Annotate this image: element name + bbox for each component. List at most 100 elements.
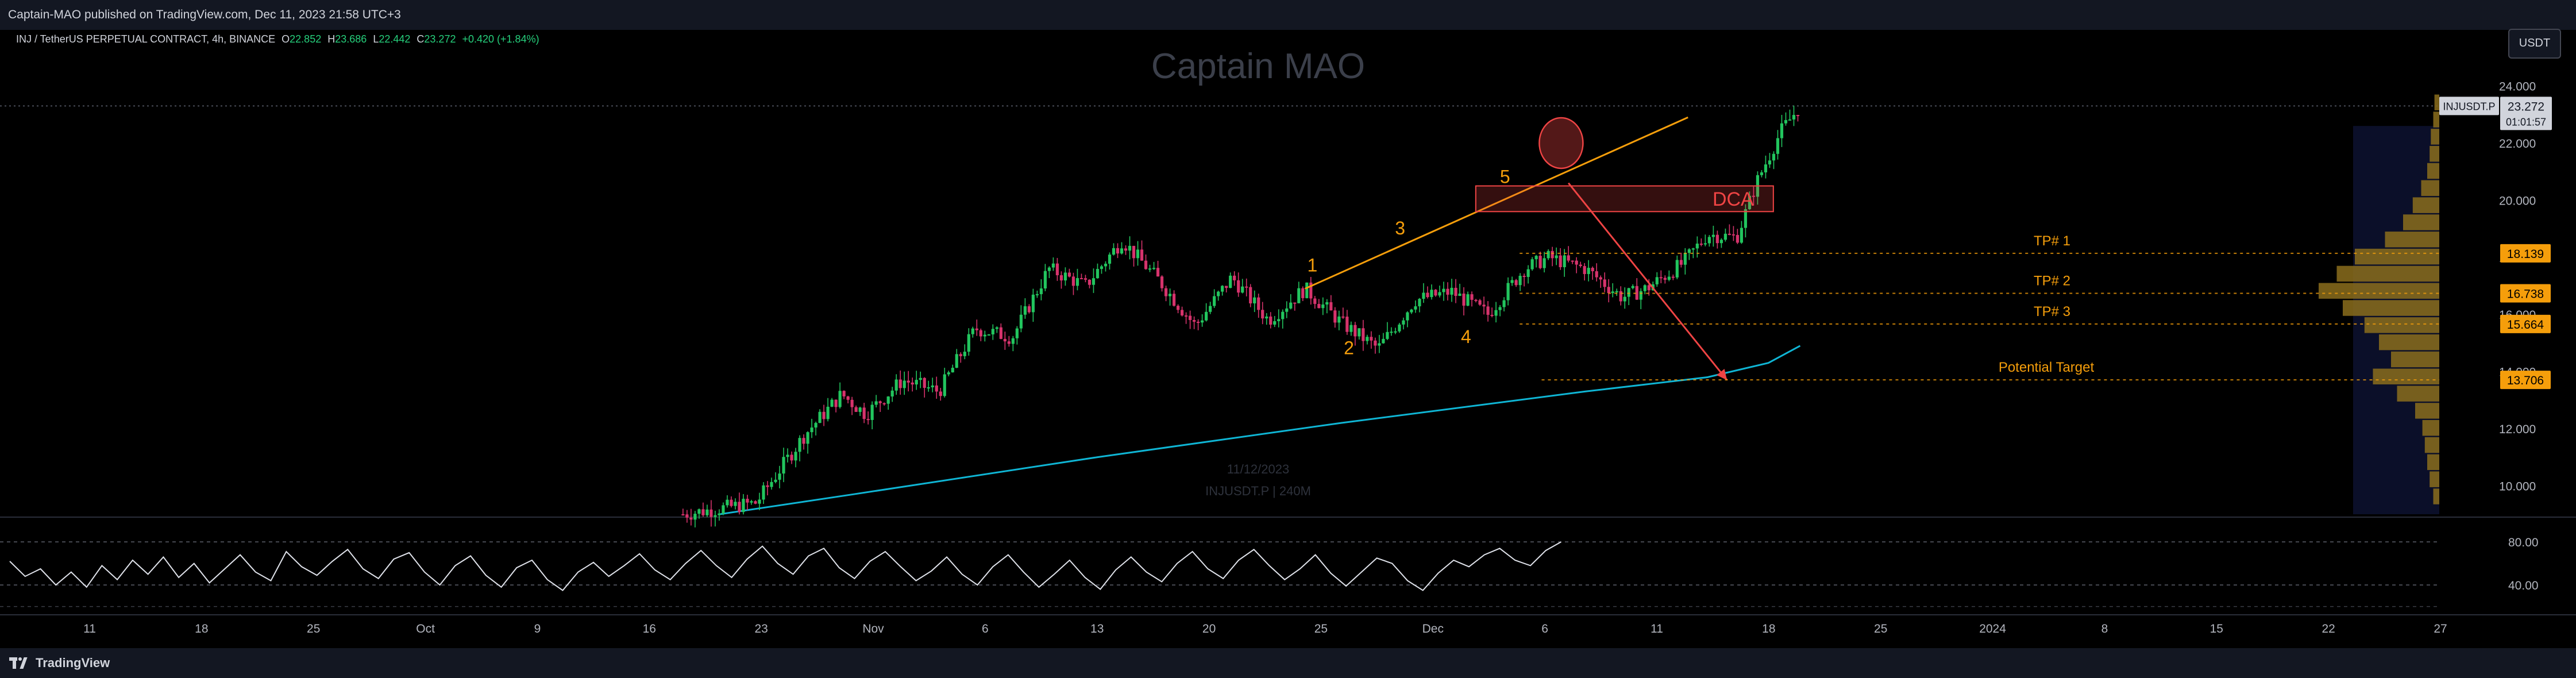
candle-body <box>1333 310 1337 323</box>
candle-body <box>1518 275 1522 286</box>
candle-body <box>1703 243 1707 245</box>
candle-body <box>1784 120 1788 124</box>
volume-profile-bar <box>2430 145 2439 162</box>
candle-body <box>1353 325 1357 337</box>
candle-body <box>750 501 753 503</box>
low-label: L <box>373 33 379 45</box>
candle-body <box>1059 275 1063 281</box>
volume-profile-bar <box>2336 265 2439 282</box>
candle-body <box>1269 316 1272 325</box>
candle-body <box>1643 285 1646 291</box>
candle-body <box>1587 268 1590 274</box>
candle-body <box>1615 291 1618 292</box>
rsi-tick-label: 40.00 <box>2508 579 2539 592</box>
candle-body <box>1100 266 1104 269</box>
symbol-legend: INJ / TetherUS PERPETUAL CONTRACT, 4h, B… <box>16 33 539 45</box>
candle-body <box>1325 302 1329 305</box>
candle-body <box>1631 286 1634 288</box>
candle-body <box>1249 287 1252 303</box>
candle-body <box>1426 292 1429 298</box>
tradingview-logo[interactable]: TradingView <box>9 654 110 672</box>
moving-average-line <box>719 345 1801 515</box>
candle-body <box>1362 328 1365 341</box>
chart-area[interactable] <box>0 30 2576 648</box>
volume-profile-bar <box>2397 386 2439 402</box>
candle-body <box>1152 268 1156 269</box>
candle-body <box>1542 258 1546 268</box>
candle-body <box>1514 280 1518 286</box>
wave-label: 5 <box>1500 167 1510 187</box>
candle-body <box>1374 340 1377 346</box>
candle-body <box>1265 316 1268 319</box>
candle-body <box>894 379 898 391</box>
candle-body <box>955 354 958 368</box>
candle-body <box>1711 234 1715 237</box>
time-tick-label: 6 <box>982 622 989 635</box>
candle-body <box>1051 263 1055 268</box>
wave-label: 3 <box>1395 218 1405 238</box>
candle-body <box>1422 292 1425 299</box>
candle-body <box>1402 320 1405 325</box>
candle-body <box>1603 279 1606 287</box>
volume-profile-bar <box>2391 351 2439 368</box>
target-arrow-line <box>1568 182 1728 381</box>
candle-body <box>995 327 998 329</box>
volume-profile-bar <box>2430 471 2439 487</box>
candle-body <box>822 411 826 419</box>
open-label: O <box>281 33 290 45</box>
candle-body <box>1177 306 1180 310</box>
candle-body <box>991 329 994 335</box>
candle-body <box>1067 272 1071 277</box>
candle-body <box>1055 263 1059 276</box>
candle-body <box>842 391 846 396</box>
candle-body <box>1494 310 1498 316</box>
candle-body <box>1079 278 1083 279</box>
candle-body <box>1442 288 1445 292</box>
candle-body <box>1635 286 1638 300</box>
candle-body <box>1599 277 1602 280</box>
candle-body <box>1337 316 1341 323</box>
candle-body <box>838 391 842 407</box>
candle-body <box>1116 248 1120 254</box>
candle-body <box>886 396 890 404</box>
candle-body <box>1732 234 1736 236</box>
candle-body <box>1185 315 1188 317</box>
candle-body <box>1490 314 1494 316</box>
candle-body <box>854 407 858 412</box>
price-scale-background <box>2439 30 2576 648</box>
candle-body <box>1370 337 1373 341</box>
candle-body <box>834 399 838 407</box>
price-tick-label: 22.000 <box>2499 137 2536 151</box>
candle-body <box>919 377 922 380</box>
candle-body <box>1108 255 1112 264</box>
candle-body <box>1386 332 1389 339</box>
current-price-tag <box>2500 97 2552 130</box>
dca-zone <box>1475 185 1774 213</box>
candle-body <box>1285 308 1289 312</box>
candle-body <box>730 499 733 506</box>
candle-body <box>1458 293 1461 296</box>
candle-body <box>1293 302 1297 304</box>
candle-body <box>947 372 950 375</box>
candle-body <box>1627 288 1630 297</box>
volume-profile-bar <box>2415 403 2439 419</box>
candle-body <box>1583 266 1586 274</box>
candle-body <box>826 406 830 419</box>
candle-body <box>907 380 910 383</box>
candle-body <box>1551 251 1554 259</box>
level-price-tag-text: 16.738 <box>2507 287 2544 301</box>
currency-button[interactable]: USDT <box>2508 29 2561 59</box>
candle-body <box>1172 294 1176 306</box>
volume-profile-bar <box>2433 111 2439 128</box>
volume-profile-bar <box>2433 488 2439 504</box>
tradingview-brand: TradingView <box>36 656 110 670</box>
candle-body <box>903 380 906 388</box>
candle-body <box>1438 292 1441 296</box>
candle-body <box>1474 299 1478 301</box>
candle-body <box>754 501 757 504</box>
candle-body <box>1301 288 1305 298</box>
price-tick-label: 24.000 <box>2499 80 2536 94</box>
candle-body <box>1257 297 1260 310</box>
time-tick-label: 20 <box>1202 622 1216 635</box>
